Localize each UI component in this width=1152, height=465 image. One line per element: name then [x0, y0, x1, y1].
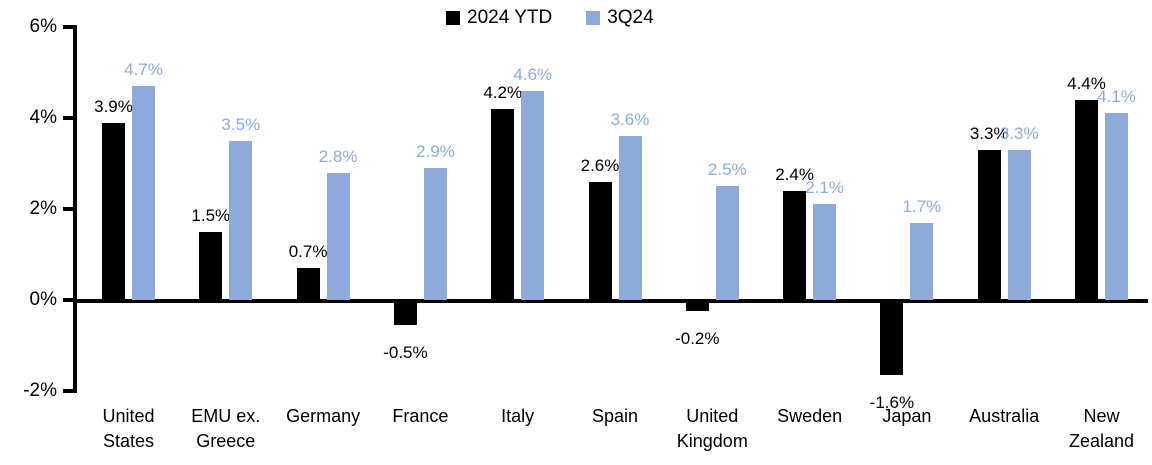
data-label-2024-ytd-japan: -1.6% [869, 392, 915, 412]
bar-2024-ytd-germany [296, 268, 320, 300]
data-label-3q24-spain: 3.6% [610, 110, 650, 130]
bar-3q24-italy [521, 90, 545, 300]
data-label-3q24-united-kingdom: 2.5% [707, 160, 747, 180]
y-axis-tick [63, 298, 74, 302]
y-axis-tick [63, 207, 74, 211]
legend-swatch-3q24 [586, 10, 601, 25]
y-axis [73, 25, 77, 393]
category-label-germany: Germany [286, 406, 361, 426]
data-label-2024-ytd-emu-ex-greece: 1.5% [191, 205, 231, 225]
bar-2024-ytd-japan [880, 302, 904, 375]
bar-3q24-united-kingdom [715, 186, 739, 300]
y-axis-tick [63, 116, 74, 120]
legend-item-2024-ytd: 2024 YTD [446, 8, 552, 27]
bar-2024-ytd-italy [491, 108, 515, 300]
category-label-italy: Italy [501, 406, 535, 426]
bar-3q24-spain [618, 136, 642, 300]
category-label-sweden: Sweden [777, 406, 843, 426]
bar-3q24-australia [1007, 149, 1031, 300]
bar-3q24-sweden [813, 204, 837, 300]
y-tick-label: 6% [29, 16, 57, 37]
data-label-3q24-australia: 3.3% [999, 123, 1039, 143]
category-label-spain: Spain [591, 406, 639, 426]
data-label-2024-ytd-germany: 0.7% [288, 242, 328, 262]
data-label-2024-ytd-italy: 4.2% [483, 82, 523, 102]
bar-3q24-new-zealand [1105, 113, 1128, 300]
data-label-2024-ytd-australia: 3.3% [969, 123, 1009, 143]
bar-3q24-united-states [132, 86, 155, 300]
data-label-3q24-emu-ex-greece: 3.5% [221, 114, 261, 134]
bar-2024-ytd-spain [588, 181, 612, 300]
category-label-united-kingdom: United Kingdom [676, 406, 748, 451]
data-label-3q24-france: 2.9% [416, 142, 455, 162]
bar-3q24-france [423, 168, 447, 300]
data-label-2024-ytd-new-zealand: 4.4% [1067, 73, 1106, 93]
chart-legend: 2024 YTD 3Q24 [446, 8, 654, 27]
x-axis-baseline [73, 299, 1148, 303]
legend-swatch-2024-ytd [446, 10, 460, 25]
y-axis-tick [63, 25, 74, 29]
data-label-3q24-germany: 2.8% [318, 146, 358, 166]
y-axis-tick [63, 389, 74, 393]
category-label-emu-ex-greece: EMU ex. Greece [191, 406, 261, 451]
category-label-united-states: United States [102, 406, 155, 451]
y-tick-label: 4% [29, 107, 57, 128]
data-label-2024-ytd-united-states: 3.9% [94, 96, 133, 116]
data-label-3q24-sweden: 2.1% [805, 178, 844, 198]
bar-3q24-japan [910, 222, 934, 300]
legend-label-2024-ytd: 2024 YTD [467, 7, 553, 28]
bar-2024-ytd-united-kingdom [685, 302, 709, 312]
legend-item-3q24: 3Q24 [586, 7, 654, 28]
data-label-3q24-japan: 1.7% [902, 196, 942, 216]
bar-2024-ytd-australia [977, 149, 1001, 300]
data-label-2024-ytd-sweden: 2.4% [775, 164, 814, 184]
data-label-3q24-united-states: 4.7% [124, 60, 163, 80]
category-label-new-zealand: New Zealand [1068, 406, 1135, 451]
y-tick-label: 0% [29, 289, 57, 310]
category-label-france: France [392, 406, 449, 426]
bar-2024-ytd-united-states [102, 122, 125, 300]
category-label-australia: Australia [969, 406, 1040, 426]
data-label-2024-ytd-spain: 2.6% [580, 155, 620, 175]
y-tick-label: -2% [23, 380, 57, 401]
data-label-2024-ytd-france: -0.5% [383, 342, 428, 362]
bar-2024-ytd-sweden [783, 190, 807, 300]
data-label-3q24-italy: 4.6% [513, 64, 553, 84]
bar-2024-ytd-new-zealand [1075, 99, 1098, 300]
data-label-3q24-new-zealand: 4.1% [1097, 87, 1136, 107]
bar-3q24-germany [326, 172, 350, 300]
data-label-2024-ytd-united-kingdom: -0.2% [675, 329, 720, 349]
bar-3q24-emu-ex-greece [229, 140, 253, 300]
bar-2024-ytd-emu-ex-greece [199, 231, 223, 300]
y-tick-label: 2% [29, 198, 57, 219]
legend-label-3q24: 3Q24 [607, 7, 654, 28]
bar-2024-ytd-france [393, 302, 417, 325]
category-label-japan: Japan [882, 406, 932, 426]
